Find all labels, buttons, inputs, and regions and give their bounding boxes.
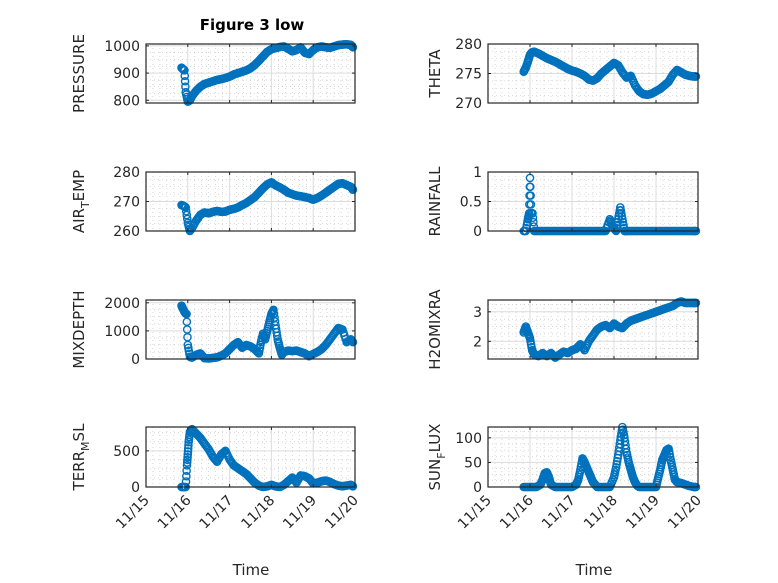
x-tick-label: 11/16 (497, 492, 537, 532)
data-point (183, 447, 193, 456)
y-tick-label: 1000 (104, 324, 140, 340)
y-tick-label: 50 (464, 455, 482, 471)
y-tick-label: 2 (473, 334, 482, 350)
y-tick-label: 2000 (104, 296, 140, 312)
x-tick-label: 11/17 (197, 493, 237, 533)
y-tick-label: 0.5 (460, 195, 482, 211)
y-tick-label: 280 (455, 37, 482, 53)
y-axis-label: AIRTEMP (70, 170, 92, 233)
axes-box (487, 426, 699, 488)
y-tick-label: 1 (473, 165, 482, 181)
data-point (526, 191, 535, 200)
x-tick-label: 11/19 (280, 493, 320, 533)
x-tick-label: 11/18 (581, 493, 621, 533)
y-tick-label: 270 (455, 96, 482, 112)
x-tick-label: 11/20 (322, 493, 362, 533)
data-point (182, 458, 192, 467)
data-point (272, 331, 282, 341)
data-point (621, 444, 631, 454)
subplot-terr-msl: 11/15 11/16 11/17 11/18 11/19 11/20 0 500 TERRMS… (70, 423, 362, 532)
data-point (348, 481, 358, 491)
y-axis-label: H2OMIXRA (426, 289, 444, 370)
subplot-mixdepth: 0 1000 2000 MIXDEPTH (70, 290, 358, 369)
x-tick-label: 11/15 (455, 493, 495, 533)
y-axis-label: PRESSURE (70, 34, 88, 113)
y-tick-label: 500 (113, 444, 140, 460)
x-tick-label: 11/15 (113, 493, 153, 533)
subplot-rainfall: 0 0.5 1 RAINFALL (426, 165, 701, 240)
y-axis-label: SUNFLUX (426, 424, 448, 491)
y-tick-label: 0 (131, 352, 140, 368)
y-tick-label: 900 (113, 66, 140, 82)
data-point (182, 471, 191, 481)
axes-box (145, 299, 356, 360)
data-point (183, 455, 192, 465)
data-point (183, 444, 193, 453)
data-point (180, 76, 190, 86)
x-axis-label-right: Time (575, 561, 613, 579)
data-point (182, 461, 192, 470)
y-axis-label: RAINFALL (426, 166, 444, 237)
data-point (611, 463, 621, 472)
y-tick-label: 0 (131, 480, 140, 496)
y-axis-label: TERRMSL (70, 423, 92, 492)
subplot-theta: 270 275 280 THETA (426, 37, 701, 112)
x-tick-label: 11/16 (155, 492, 195, 532)
subplot-sun-flux: 11/15 11/16 11/17 11/18 11/19 11/20 0 50 100 SUNF… (426, 422, 705, 533)
figure-title: Figure 3 low (200, 16, 305, 34)
data-point (182, 214, 192, 224)
subplot-h2omixra: 2 3 H2OMIXRA (426, 289, 701, 370)
y-tick-label: 3 (473, 305, 482, 321)
axes-box (487, 299, 699, 360)
y-axis-label: THETA (426, 49, 444, 99)
subplot-pressure: 800 900 1000 PRESSURE (70, 34, 358, 113)
data-point (181, 477, 191, 486)
data-point (219, 448, 228, 457)
data-point (529, 217, 538, 227)
x-tick-label: 11/17 (539, 493, 579, 533)
data-point (612, 456, 622, 466)
x-tick-label: 11/18 (238, 493, 278, 533)
data-point (528, 208, 537, 218)
y-tick-label: 270 (113, 195, 140, 211)
y-tick-label: 280 (113, 165, 140, 181)
y-tick-label: 100 (455, 431, 482, 447)
data-point (526, 200, 536, 209)
x-axis-label-left: Time (232, 561, 270, 579)
y-tick-label: 275 (455, 67, 482, 83)
data-point (612, 459, 621, 469)
y-tick-label: 0 (473, 480, 482, 496)
y-tick-label: 800 (113, 93, 140, 109)
axes-box (145, 426, 356, 488)
y-tick-label: 1000 (104, 39, 140, 55)
data-point (691, 72, 701, 81)
data-point (180, 71, 190, 81)
data-point (348, 337, 358, 347)
data-point (180, 66, 189, 75)
x-tick-label: 11/20 (665, 493, 705, 533)
data-point (526, 182, 535, 192)
y-axis-label: MIXDEPTH (70, 290, 88, 368)
data-point (253, 348, 263, 357)
x-tick-label: 11/19 (623, 493, 663, 533)
data-point (182, 466, 191, 476)
y-tick-label: 260 (113, 224, 140, 240)
data-point (183, 452, 192, 462)
data-point (183, 450, 193, 459)
data-point (528, 213, 538, 223)
data-point (348, 185, 358, 194)
subplot-air-temp: 260 270 280 AIRTEMP (70, 165, 358, 240)
y-tick-label: 0 (473, 224, 482, 240)
data-point (691, 298, 701, 308)
data-point (184, 440, 193, 450)
